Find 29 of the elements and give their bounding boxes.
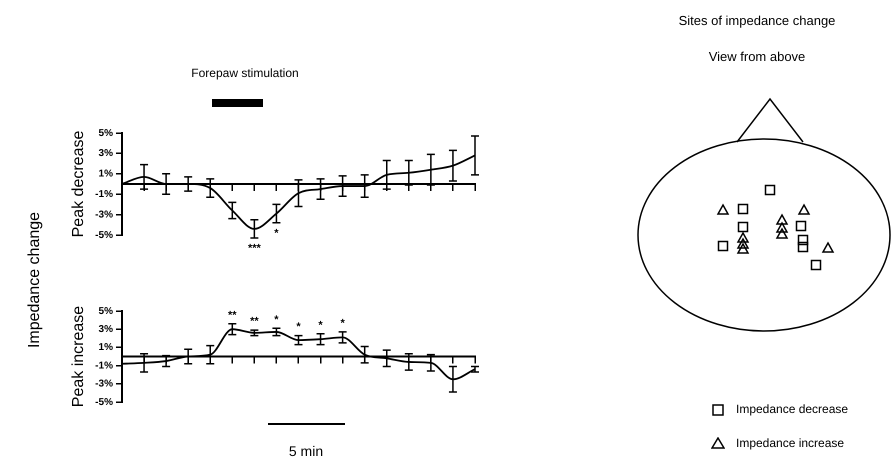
y-tick-label: 5%	[98, 128, 114, 139]
text: Sites of impedance change	[678, 13, 836, 28]
data-label: **	[250, 316, 260, 328]
data-label: *	[296, 321, 302, 334]
y-tick-label: -1%	[95, 188, 114, 200]
text: Impedance change	[26, 212, 44, 348]
y-tick-label: 1%	[98, 168, 114, 180]
text: Forepaw stimulation	[190, 66, 300, 80]
y-tick-label: -1%	[95, 360, 114, 372]
y-tick-label: 5%	[98, 306, 114, 317]
y-axis-title: Peak decrease	[70, 130, 88, 238]
text: Impedance increase	[736, 436, 844, 450]
text: Impedance decrease	[736, 402, 848, 416]
data-label: *	[340, 317, 346, 330]
data-label: **	[228, 309, 238, 322]
data-label: ***	[248, 242, 262, 255]
text: 5 min	[288, 443, 324, 459]
y-tick-label: -3%	[95, 378, 114, 390]
y-tick-label: -3%	[95, 209, 114, 220]
data-label: *	[274, 227, 280, 240]
y-tick-label: 3%	[98, 324, 114, 335]
text: View from above	[708, 49, 806, 64]
y-axis-title: Peak increase	[70, 306, 88, 408]
y-tick-label: -5%	[95, 230, 114, 241]
y-tick-label: 3%	[98, 148, 114, 160]
y-tick-label: -5%	[95, 396, 114, 408]
data-label: *	[318, 319, 324, 332]
y-tick-label: 1%	[98, 342, 114, 354]
data-label: *	[274, 314, 280, 326]
